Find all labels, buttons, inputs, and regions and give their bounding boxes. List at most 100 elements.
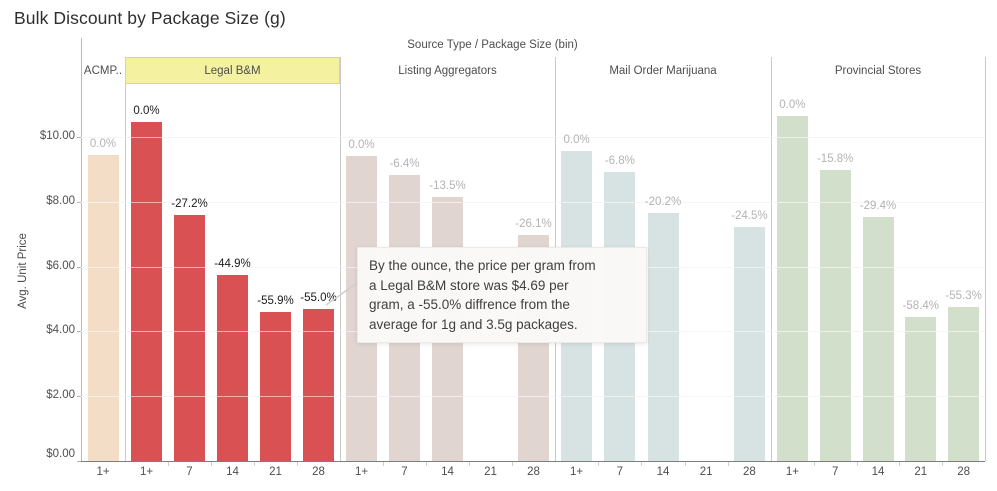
bar-value-label: -6.8% bbox=[604, 154, 635, 167]
bar-28[interactable] bbox=[733, 227, 765, 461]
x-tick-mark bbox=[254, 461, 255, 466]
bar-14[interactable] bbox=[862, 216, 894, 461]
bar-value-label: -44.9% bbox=[214, 258, 251, 271]
x-tick-mark bbox=[426, 461, 427, 466]
bar-value-label: -20.2% bbox=[644, 196, 682, 209]
x-tick-mark bbox=[856, 461, 858, 466]
panel-border bbox=[985, 57, 986, 461]
x-tick-label[interactable]: 1+ bbox=[139, 466, 154, 478]
x-tick-mark bbox=[942, 461, 944, 466]
column-header-legal-b-m[interactable]: Legal B&M bbox=[125, 57, 340, 84]
x-tick-mark bbox=[598, 461, 600, 466]
y-tick-label: $0.00 bbox=[46, 448, 75, 460]
x-tick-label[interactable]: 21 bbox=[484, 466, 497, 478]
x-tick-mark bbox=[168, 461, 169, 466]
bar-value-label: 0.0% bbox=[563, 133, 590, 146]
y-tick-label: $8.00 bbox=[46, 194, 75, 207]
page-title: Bulk Discount by Package Size (g) bbox=[14, 8, 286, 28]
column-header-mail-order-marijuana[interactable]: Mail Order Marijuana bbox=[609, 64, 717, 77]
x-tick-label[interactable]: 7 bbox=[186, 466, 193, 478]
bar-value-label: -13.5% bbox=[429, 179, 466, 192]
x-tick-label[interactable]: 21 bbox=[699, 466, 713, 478]
y-tick-label: $2.00 bbox=[46, 389, 75, 402]
bar-1+[interactable] bbox=[87, 154, 119, 461]
bar-value-label: 0.0% bbox=[89, 137, 117, 150]
bar-28[interactable] bbox=[948, 306, 980, 461]
x-tick-label[interactable]: 28 bbox=[527, 466, 540, 478]
bar-14[interactable] bbox=[217, 275, 248, 461]
tooltip-text-line: a Legal B&M store was $4.69 per bbox=[369, 277, 569, 293]
y-tick-mark bbox=[77, 461, 81, 462]
x-tick-label[interactable]: 28 bbox=[957, 466, 970, 478]
x-tick-label[interactable]: 14 bbox=[871, 466, 885, 478]
bar-value-label: 0.0% bbox=[133, 105, 160, 118]
y-tick-mark bbox=[77, 331, 81, 333]
x-tick-mark bbox=[469, 461, 470, 466]
x-tick-label[interactable]: 1+ bbox=[785, 466, 799, 478]
x-tick-label[interactable]: 7 bbox=[401, 466, 408, 478]
bar-value-label: -55.3% bbox=[945, 289, 982, 302]
y-tick-label: $6.00 bbox=[46, 259, 75, 272]
field-header-label: Source Type / Package Size (bin) bbox=[407, 39, 578, 51]
bar-14[interactable] bbox=[647, 213, 679, 461]
gridline-overlay bbox=[81, 201, 985, 203]
y-tick-label: $4.00 bbox=[46, 324, 75, 337]
x-tick-mark bbox=[684, 461, 686, 466]
y-tick-mark bbox=[77, 201, 81, 203]
x-tick-label[interactable]: 21 bbox=[269, 466, 282, 478]
gridline-overlay bbox=[81, 396, 985, 398]
x-tick-label[interactable]: 7 bbox=[831, 466, 839, 478]
x-tick-mark bbox=[211, 461, 212, 466]
x-tick-label[interactable]: 1+ bbox=[570, 466, 584, 478]
x-axis-line bbox=[81, 461, 985, 462]
x-tick-label[interactable]: 7 bbox=[616, 466, 623, 478]
y-tick-mark bbox=[77, 266, 81, 268]
panel-border bbox=[340, 57, 341, 461]
y-tick-label: $10.00 bbox=[39, 130, 75, 142]
bar-value-label: -15.8% bbox=[816, 152, 854, 165]
bar-value-label: -27.2% bbox=[171, 198, 208, 211]
column-header-listing-aggregators[interactable]: Listing Aggregators bbox=[398, 64, 497, 77]
bar-value-label: -55.0% bbox=[300, 292, 337, 305]
bar-value-label: -55.9% bbox=[257, 294, 294, 307]
y-tick-mark bbox=[77, 396, 81, 398]
x-tick-mark bbox=[813, 461, 815, 466]
column-header-provincial-stores[interactable]: Provincial Stores bbox=[834, 64, 922, 77]
tooltip-text-line: gram, a -55.0% diffrence from the bbox=[369, 297, 570, 312]
x-tick-label[interactable]: 14 bbox=[656, 466, 670, 478]
y-axis-line bbox=[81, 38, 82, 461]
x-tick-mark bbox=[899, 461, 901, 466]
x-tick-mark bbox=[727, 461, 729, 466]
bar-7[interactable] bbox=[819, 169, 851, 461]
x-tick-label[interactable]: 14 bbox=[441, 466, 454, 478]
x-tick-label[interactable]: 14 bbox=[226, 466, 239, 478]
bar-value-label: 0.0% bbox=[779, 98, 806, 111]
bar-1+[interactable] bbox=[131, 122, 162, 461]
bar-value-label: -6.4% bbox=[389, 158, 420, 171]
panel-border bbox=[125, 57, 126, 461]
tooltip-leader-line bbox=[325, 282, 358, 306]
x-tick-mark bbox=[641, 461, 643, 466]
x-tick-label[interactable]: 1+ bbox=[354, 466, 369, 478]
bar-value-label: -24.5% bbox=[731, 210, 768, 223]
bar-28[interactable] bbox=[303, 309, 334, 461]
x-tick-mark bbox=[383, 461, 384, 466]
x-tick-label[interactable]: 28 bbox=[742, 466, 756, 478]
gridline-overlay bbox=[81, 137, 985, 138]
bar-21[interactable] bbox=[260, 311, 291, 461]
tooltip: By the ounce, the price per gram from a L… bbox=[357, 247, 647, 343]
x-tick-mark bbox=[512, 461, 513, 466]
tooltip-text-line: average for 1g and 3.5g packages. bbox=[369, 316, 578, 332]
x-tick-label[interactable]: 1+ bbox=[96, 466, 110, 478]
bar-value-label: -29.4% bbox=[859, 199, 897, 212]
panel-border bbox=[771, 57, 772, 461]
bar-1+[interactable] bbox=[776, 115, 808, 461]
bar-7[interactable] bbox=[174, 215, 205, 461]
column-header-acmp[interactable]: ACMP.. bbox=[83, 64, 123, 77]
y-tick-mark bbox=[77, 137, 81, 138]
x-tick-label[interactable]: 28 bbox=[312, 466, 325, 478]
bar-21[interactable] bbox=[905, 317, 937, 461]
x-tick-label[interactable]: 21 bbox=[914, 466, 928, 478]
